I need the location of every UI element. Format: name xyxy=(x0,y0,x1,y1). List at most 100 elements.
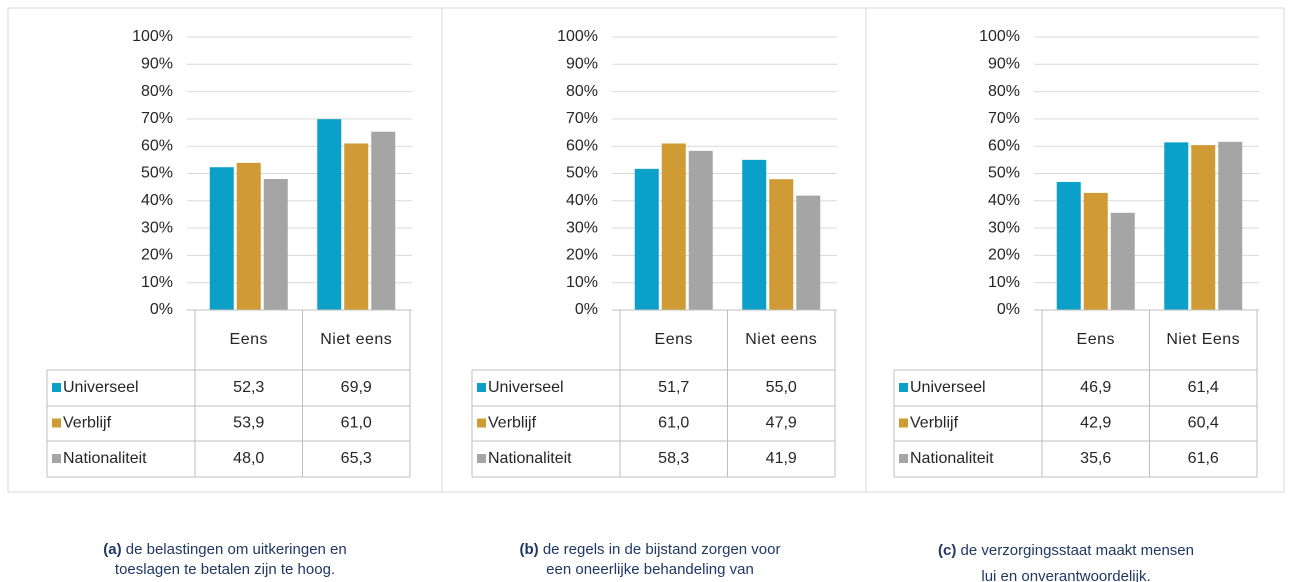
caption-label: (b) xyxy=(519,541,539,558)
y-tick-label: 40% xyxy=(988,192,1020,209)
y-tick-label: 80% xyxy=(141,83,173,100)
bar xyxy=(263,178,288,310)
category-label: Niet eens xyxy=(320,331,393,348)
legend-swatch xyxy=(477,418,486,428)
legend-label: Nationaliteit xyxy=(488,450,572,467)
legend-swatch xyxy=(899,418,908,428)
category-label: Niet eens xyxy=(745,331,818,348)
value-label: 60,4 xyxy=(1188,415,1219,432)
frame xyxy=(7,7,1285,493)
value-label: 41,9 xyxy=(766,450,797,467)
y-tick-label: 50% xyxy=(566,165,598,182)
bar xyxy=(209,167,234,310)
bar xyxy=(742,159,767,310)
y-tick-label: 30% xyxy=(141,219,173,236)
legend-label: Verblijf xyxy=(488,415,537,432)
value-label: 61,0 xyxy=(341,415,372,432)
bar xyxy=(661,143,686,310)
y-tick-label: 100% xyxy=(979,28,1020,45)
y-tick-label: 70% xyxy=(566,110,598,127)
legend-label: Nationaliteit xyxy=(910,450,994,467)
bar xyxy=(796,195,821,310)
caption: (c) de verzorgingsstaat maakt mensen lui… xyxy=(936,538,1196,582)
legend-label: Verblijf xyxy=(910,415,959,432)
y-tick-label: 40% xyxy=(566,192,598,209)
caption-label: (c) xyxy=(938,542,957,559)
legend-swatch xyxy=(52,418,61,428)
y-tick-label: 0% xyxy=(150,301,173,318)
bar xyxy=(344,143,369,310)
value-label: 55,0 xyxy=(766,379,797,396)
bar xyxy=(1110,212,1135,310)
y-tick-label: 100% xyxy=(132,28,173,45)
value-label: 61,6 xyxy=(1188,450,1219,467)
category-label: Eens xyxy=(229,331,268,348)
y-tick-label: 20% xyxy=(141,247,173,264)
y-tick-label: 90% xyxy=(988,56,1020,73)
y-tick-label: 30% xyxy=(988,219,1020,236)
category-label: Eens xyxy=(1076,331,1115,348)
legend-swatch xyxy=(477,454,486,463)
value-label: 47,9 xyxy=(766,415,797,432)
legend-label: Universeel xyxy=(63,379,139,396)
caption-text: de regels in de bijstand zorgen voor een… xyxy=(542,541,781,582)
y-tick-label: 60% xyxy=(141,137,173,154)
y-tick-label: 100% xyxy=(557,28,598,45)
y-tick-label: 80% xyxy=(988,83,1020,100)
caption-text: de verzorgingsstaat maakt mensen lui en … xyxy=(960,542,1194,582)
y-tick-label: 50% xyxy=(988,165,1020,182)
value-label: 53,9 xyxy=(233,415,264,432)
legend-swatch xyxy=(899,383,908,392)
bar xyxy=(317,119,342,310)
value-label: 52,3 xyxy=(233,379,264,396)
value-label: 46,9 xyxy=(1080,379,1111,396)
y-tick-label: 20% xyxy=(566,247,598,264)
y-tick-label: 90% xyxy=(141,56,173,73)
y-tick-label: 70% xyxy=(988,110,1020,127)
bar xyxy=(1056,181,1081,310)
value-label: 61,0 xyxy=(658,415,689,432)
bar xyxy=(1191,145,1216,310)
y-tick-label: 0% xyxy=(575,301,598,318)
legend-swatch xyxy=(899,454,908,463)
y-tick-label: 20% xyxy=(988,247,1020,264)
value-label: 65,3 xyxy=(341,450,372,467)
bar xyxy=(769,179,794,310)
y-tick-label: 90% xyxy=(566,56,598,73)
caption: (a) de belastingen om uitkeringen en toe… xyxy=(95,540,355,580)
category-label: Niet Eens xyxy=(1166,331,1241,348)
y-tick-label: 40% xyxy=(141,192,173,209)
bar xyxy=(1164,142,1189,310)
bar xyxy=(1083,192,1108,310)
legend-swatch xyxy=(52,383,61,392)
bar xyxy=(688,150,713,310)
y-tick-label: 10% xyxy=(141,274,173,291)
legend-label: Verblijf xyxy=(63,415,112,432)
y-tick-label: 70% xyxy=(141,110,173,127)
legend-swatch xyxy=(477,383,486,392)
caption-text: de belastingen om uitkeringen en toeslag… xyxy=(114,541,347,578)
y-tick-label: 10% xyxy=(566,274,598,291)
y-tick-label: 50% xyxy=(141,165,173,182)
legend-label: Universeel xyxy=(910,379,986,396)
bar xyxy=(1218,141,1243,310)
category-label: Eens xyxy=(654,331,693,348)
value-label: 61,4 xyxy=(1188,379,1219,396)
value-label: 58,3 xyxy=(658,450,689,467)
legend-label: Universeel xyxy=(488,379,564,396)
legend-swatch xyxy=(52,454,61,463)
caption: (b) de regels in de bijstand zorgen voor… xyxy=(505,540,795,582)
value-label: 42,9 xyxy=(1080,415,1111,432)
caption-label: (a) xyxy=(103,541,122,558)
y-tick-label: 60% xyxy=(566,137,598,154)
value-label: 48,0 xyxy=(233,450,264,467)
bar xyxy=(634,168,659,310)
y-tick-label: 60% xyxy=(988,137,1020,154)
bar xyxy=(371,131,396,310)
value-label: 51,7 xyxy=(658,379,689,396)
legend-label: Nationaliteit xyxy=(63,450,147,467)
y-tick-label: 80% xyxy=(566,83,598,100)
value-label: 69,9 xyxy=(341,379,372,396)
y-tick-label: 10% xyxy=(988,274,1020,291)
